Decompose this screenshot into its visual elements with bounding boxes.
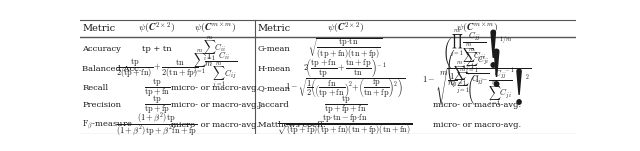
Text: $m\!\left(\sum_{j=1}^{m}\dfrac{\sum_{i=1}^{m}C_{ji}}{C_{jj}}\right)^{\!-1}$: $m\!\left(\sum_{j=1}^{m}\dfrac{\sum_{i=1… xyxy=(439,47,515,90)
Text: $\dfrac{\mathrm{tp{\cdot}tn-fp{\cdot}fn}}{\sqrt{(\mathrm{tp+fp})(\mathrm{tp+fn}): $\dfrac{\mathrm{tp{\cdot}tn-fp{\cdot}fn}… xyxy=(278,112,413,137)
Text: Balanced Acc.: Balanced Acc. xyxy=(83,65,142,73)
Text: Recall: Recall xyxy=(83,84,109,92)
Text: $\psi(\boldsymbol{C}^{m\times m})$: $\psi(\boldsymbol{C}^{m\times m})$ xyxy=(194,22,236,35)
Text: H-mean: H-mean xyxy=(257,65,291,73)
Text: $\psi(\boldsymbol{C}^{2\times 2})$: $\psi(\boldsymbol{C}^{2\times 2})$ xyxy=(327,21,364,36)
Text: $\dfrac{\mathrm{tp}}{\mathrm{tp+fp+fn}}$: $\dfrac{\mathrm{tp}}{\mathrm{tp+fp+fn}}$ xyxy=(324,93,367,116)
Text: $\psi(\boldsymbol{C}^{2\times 2})$: $\psi(\boldsymbol{C}^{2\times 2})$ xyxy=(138,21,175,36)
Text: micro- or macro-avg.: micro- or macro-avg. xyxy=(171,120,259,129)
Text: $1-\sqrt{\dfrac{1}{m}\sum_{j=1}^{m}\!\left(1-\dfrac{C_{jj}}{\sum_{i=1}^{m}C_{ji}: $1-\sqrt{\dfrac{1}{m}\sum_{j=1}^{m}\!\le… xyxy=(422,67,532,109)
Text: $\mathrm{F}_{\beta}$-measure: $\mathrm{F}_{\beta}$-measure xyxy=(83,118,133,131)
Text: $\dfrac{\mathrm{tp}}{2(\mathrm{tp+fn})}+\dfrac{\mathrm{tn}}{2(\mathrm{tn+fp})}$: $\dfrac{\mathrm{tp}}{2(\mathrm{tp+fn})}+… xyxy=(116,57,198,80)
Text: Accuracy: Accuracy xyxy=(83,45,122,53)
Text: micro- or macro-avg.: micro- or macro-avg. xyxy=(433,120,521,129)
Text: $\sum_{i=1}^{m}\dfrac{1}{m}\dfrac{C_{ii}}{\sum_{j=1}^{m}C_{ij}}$: $\sum_{i=1}^{m}\dfrac{1}{m}\dfrac{C_{ii}… xyxy=(193,48,237,90)
Text: G-mean: G-mean xyxy=(257,45,291,53)
Text: micro- or macro-avg.: micro- or macro-avg. xyxy=(171,101,259,109)
Text: $\dfrac{(1+\beta^2)\mathrm{tp}}{(1+\beta^2)\mathrm{tp}+\beta^2\mathrm{fn+fp}}$: $\dfrac{(1+\beta^2)\mathrm{tp}}{(1+\beta… xyxy=(116,111,198,138)
Text: Metric: Metric xyxy=(83,24,116,33)
Text: micro- or macro-avg.: micro- or macro-avg. xyxy=(171,84,259,92)
Text: $\dfrac{\mathrm{tp}}{\mathrm{tp+fp}}$: $\dfrac{\mathrm{tp}}{\mathrm{tp+fp}}$ xyxy=(143,93,170,116)
Text: Jaccard: Jaccard xyxy=(257,101,289,109)
Text: $\psi(\boldsymbol{C}^{m\times m})$: $\psi(\boldsymbol{C}^{m\times m})$ xyxy=(456,22,498,35)
Text: $\dfrac{\mathrm{tp}}{\mathrm{tp+fn}}$: $\dfrac{\mathrm{tp}}{\mathrm{tp+fn}}$ xyxy=(143,77,170,99)
Text: Matthews coeff.: Matthews coeff. xyxy=(257,120,325,129)
Text: micro- or macro-avg.: micro- or macro-avg. xyxy=(433,101,521,109)
Text: tp + tn: tp + tn xyxy=(142,45,172,53)
Text: $\sum_{i=1}^{m} C_{ii}$: $\sum_{i=1}^{m} C_{ii}$ xyxy=(204,35,227,63)
Text: Metric: Metric xyxy=(257,24,291,33)
Text: Q-mean: Q-mean xyxy=(257,84,291,92)
Text: $2\!\left(\dfrac{\mathrm{tp+fn}}{\mathrm{tp}}+\dfrac{\mathrm{tn+fp}}{\mathrm{tn}: $2\!\left(\dfrac{\mathrm{tp+fn}}{\mathrm… xyxy=(303,57,387,80)
Text: $\sqrt{\dfrac{\mathrm{tp{\cdot}tn}}{(\mathrm{tp+fn})(\mathrm{tn+fp})}}$: $\sqrt{\dfrac{\mathrm{tp{\cdot}tn}}{(\ma… xyxy=(308,36,383,62)
Text: $1-\sqrt{\dfrac{1}{2}\!\left(\!\left(\dfrac{\mathrm{fn}}{\mathrm{tp+fn}}\right)^: $1-\sqrt{\dfrac{1}{2}\!\left(\!\left(\df… xyxy=(285,76,406,100)
Text: $\left(\prod_{j=1}^{m}\dfrac{C_{jj}}{\sum_{i=1}^{m}C_{ji}}\right)^{\!1/m}$: $\left(\prod_{j=1}^{m}\dfrac{C_{jj}}{\su… xyxy=(442,27,512,70)
Text: Precision: Precision xyxy=(83,101,122,109)
